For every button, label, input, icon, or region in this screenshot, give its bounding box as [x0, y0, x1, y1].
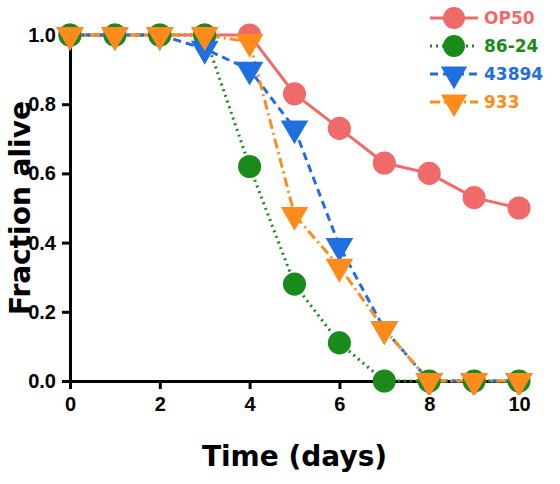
tick: 6	[334, 381, 345, 415]
tick-label: 4	[245, 393, 257, 415]
point	[56, 27, 84, 51]
data-area	[56, 23, 533, 395]
x-axis-title: Time (days)	[202, 440, 387, 473]
tick-mark	[62, 380, 70, 383]
point	[236, 62, 264, 86]
tick: 2	[155, 381, 166, 415]
series-line	[70, 35, 519, 208]
series-points	[58, 23, 530, 219]
point	[328, 331, 351, 354]
series-line	[70, 35, 519, 381]
legend-item: 933	[430, 92, 520, 117]
tick-label: 2	[155, 393, 166, 415]
tick-label: 0	[65, 393, 76, 415]
point	[373, 369, 396, 392]
point	[415, 373, 443, 395]
tick-label: 8	[424, 393, 435, 415]
tick: 4	[245, 381, 257, 415]
point	[236, 34, 264, 58]
series-line	[70, 35, 519, 381]
point	[56, 27, 84, 51]
tick-label: 0.0	[28, 370, 56, 392]
point	[370, 321, 398, 345]
legend: OP50 86-24 43894 933	[430, 7, 543, 117]
series-points	[58, 23, 530, 392]
tick-mark	[159, 381, 162, 389]
legend-label: 933	[484, 92, 520, 112]
tick-mark	[62, 172, 70, 175]
tick-mark	[249, 381, 252, 389]
legend-marker	[443, 7, 465, 29]
series	[70, 35, 519, 208]
tick-mark	[62, 103, 70, 106]
legend-item: OP50	[430, 7, 535, 29]
tick: 0	[65, 381, 76, 415]
point	[326, 259, 354, 283]
plot: 02468100.00.20.40.60.81.0	[28, 23, 533, 415]
tick-label: 6	[334, 393, 345, 415]
x-axis: 0 2 4 6 8 10	[65, 381, 531, 415]
point	[101, 27, 129, 51]
point	[507, 196, 530, 219]
legend-label: 43894	[484, 64, 543, 84]
point	[505, 373, 533, 395]
axis-line	[71, 382, 520, 390]
legend-marker	[441, 94, 467, 117]
tick-label: 10	[508, 393, 530, 415]
tick-mark	[62, 242, 70, 245]
chart: 02468100.00.20.40.60.81.0Time (days)Frac…	[0, 0, 560, 484]
point	[418, 162, 441, 185]
tick-mark	[338, 381, 341, 389]
point	[238, 155, 261, 178]
point	[146, 27, 174, 51]
point	[281, 120, 309, 144]
series-points	[56, 27, 533, 395]
point	[191, 27, 219, 51]
point	[463, 186, 486, 209]
point	[370, 321, 398, 345]
tick-mark	[62, 311, 70, 314]
point	[283, 273, 306, 296]
point	[373, 151, 396, 174]
point	[415, 373, 443, 395]
legend-label: 86-24	[484, 36, 539, 56]
series-line	[70, 35, 519, 381]
y-axis-title: Fraction alive	[4, 101, 37, 315]
point	[101, 27, 129, 51]
point	[281, 207, 309, 231]
axis-line	[62, 36, 71, 382]
point	[326, 238, 354, 262]
legend-item: 86-24	[430, 35, 539, 57]
point	[460, 373, 488, 395]
tick-label: 1.0	[28, 24, 56, 46]
legend-marker	[441, 66, 467, 89]
series	[70, 35, 519, 381]
legend-marker	[443, 35, 465, 57]
point	[505, 373, 533, 395]
legend-label: OP50	[484, 8, 535, 28]
series-points	[56, 27, 533, 395]
point	[328, 117, 351, 140]
series	[70, 35, 519, 381]
point	[460, 373, 488, 395]
point	[146, 27, 174, 51]
series	[70, 35, 519, 381]
tick: 0.0	[28, 370, 70, 392]
point	[283, 82, 306, 105]
legend-item: 43894	[430, 64, 543, 89]
